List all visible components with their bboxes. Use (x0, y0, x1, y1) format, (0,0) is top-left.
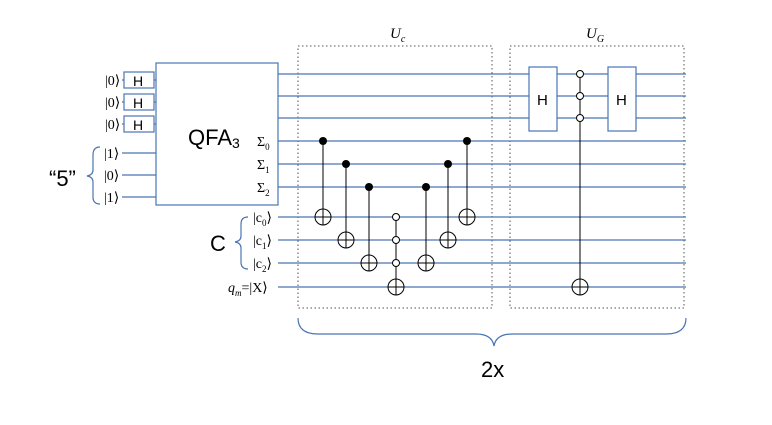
repeat-label: 2x (481, 357, 504, 382)
svg-text:H: H (133, 117, 143, 133)
h-gate-in-0 (123, 71, 155, 89)
c2-label: |c2⟩ (253, 257, 272, 274)
svg-text:H: H (133, 95, 143, 111)
uc-toffoli-open-controls (387, 213, 405, 296)
uc-cnot-1 (314, 137, 332, 226)
input-h-gates: H H H (123, 71, 155, 133)
ug-h-gate-left: H (528, 66, 558, 132)
svg-text:H: H (537, 92, 548, 109)
svg-text:H: H (616, 92, 627, 109)
five-label: “5” (49, 166, 76, 191)
five-ket-0: |1⟩ (104, 147, 119, 162)
c-register-label: C (210, 231, 226, 256)
svg-text:H: H (133, 73, 143, 89)
uc-cnot-2 (337, 160, 355, 249)
h-gate-in-1 (123, 93, 155, 111)
input-ket-1: |0⟩ (105, 96, 120, 111)
uc-group-box (297, 45, 493, 309)
ug-title: UG (586, 26, 604, 45)
uc-cnot-4 (417, 183, 435, 272)
c0-label: |c0⟩ (253, 211, 272, 228)
qfa-block (155, 62, 279, 206)
sigma-0-label: Σ0 (257, 135, 270, 152)
qfa-label: QFA3 (188, 125, 240, 151)
ug-h-gate-right: H (607, 66, 637, 132)
h-gate-in-2 (123, 115, 155, 133)
uc-cnot-6 (458, 137, 476, 226)
c1-label: |c1⟩ (253, 234, 272, 251)
ug-multi-controlled-not (571, 70, 589, 296)
sigma-1-label: Σ1 (257, 158, 270, 175)
five-ket-2: |1⟩ (104, 191, 119, 206)
uc-cnot-3 (360, 183, 378, 272)
uc-title: Uc (390, 26, 406, 45)
input-ket-0: |0⟩ (105, 74, 120, 89)
sigma-2-label: Σ2 (257, 181, 270, 198)
input-ket-2: |0⟩ (105, 118, 120, 133)
ug-group-box (509, 45, 685, 309)
five-ket-1: |0⟩ (104, 169, 119, 184)
uc-cnot-5 (439, 160, 457, 249)
c-brace (234, 216, 249, 270)
repeat-brace (297, 317, 687, 347)
qm-label: qm=|X⟩ (228, 281, 268, 298)
five-brace (86, 146, 101, 205)
